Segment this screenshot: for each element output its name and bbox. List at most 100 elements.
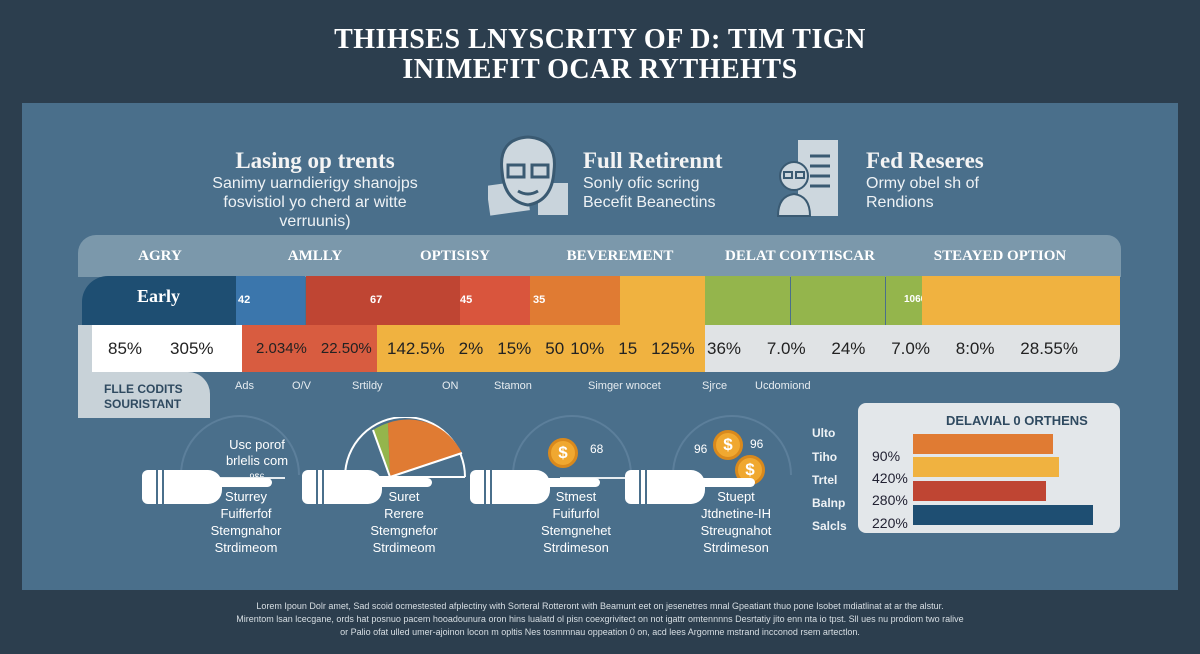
header-item-3: Fed Reseres Ormy obel sh of Rendions	[866, 148, 984, 212]
header-sub: Becefit Beanectins	[583, 194, 716, 211]
pointing-hand-icon	[142, 470, 272, 504]
bar	[913, 457, 1059, 477]
pct-label: 280%	[872, 492, 908, 508]
value-cell: 24%	[831, 338, 866, 358]
sub-label: Stamon	[494, 380, 532, 392]
bar-segment-early: Early	[82, 276, 236, 326]
header-sub: Sanimy uarndierigy shanojps	[212, 175, 418, 192]
header-sub: Ormy obel sh of	[866, 175, 979, 192]
bar-segment: 1066	[886, 276, 926, 326]
y-label: Balnp	[812, 496, 846, 510]
bar-segment: 45	[460, 276, 530, 326]
coin-label: 68	[590, 442, 604, 456]
bar	[913, 481, 1047, 501]
column-header: AGRY	[138, 248, 182, 264]
sub-label: Ads	[235, 380, 254, 392]
y-label: Trtel	[812, 473, 838, 487]
sub-label: O/V	[292, 380, 311, 392]
value-cell: 142.5%	[387, 338, 445, 358]
y-label: Tiho	[812, 450, 838, 464]
header-sub: fosvistiol yo cherd ar witte verruunis)	[223, 194, 407, 230]
bar	[913, 434, 1054, 454]
bar-segment	[620, 276, 705, 326]
value-cell: 85%	[108, 338, 143, 358]
value-cell: 7.0%	[766, 338, 806, 358]
side-label: SOURISTANT	[104, 397, 182, 411]
header-sub: Rendions	[866, 194, 934, 211]
pointing-hand-icon	[625, 470, 755, 504]
column-header: OPTISISY	[419, 248, 491, 264]
y-label: Ulto	[812, 426, 836, 440]
gauge-text: brlelis com	[225, 453, 289, 468]
values-white: 85% 305%	[92, 325, 242, 372]
bar-number: 1066	[904, 294, 927, 305]
bar-number: 45	[460, 294, 473, 306]
header-sub: Sonly ofic scring	[583, 175, 700, 192]
person-document-icon	[776, 140, 838, 218]
gauge-3-text: Stmest Fuifurfol Stemgnehet Strdimeson	[540, 489, 612, 555]
side-label: FLLE CODITS	[104, 382, 183, 396]
column-header: BEVEREMENT	[566, 248, 674, 264]
pct-label: 90%	[872, 448, 901, 464]
value-cell: 50	[545, 338, 565, 358]
gauge-2-text: Suret Rerere Stemgnefor Strdimeom	[370, 489, 438, 555]
column-header: STEAYED OPTION	[933, 248, 1067, 264]
sub-label: Simger wnocet	[588, 380, 661, 392]
bar	[913, 505, 1093, 525]
value-cell: 305%	[170, 338, 214, 358]
table-header-row	[78, 235, 1121, 277]
coin-label: 96	[750, 437, 764, 451]
bar-segment	[922, 276, 1120, 326]
value-cell: 7.0%	[891, 338, 930, 358]
early-label: Early	[137, 286, 180, 306]
value-cell: 22.50%	[320, 340, 372, 357]
y-label: Salcls	[812, 519, 847, 533]
dollar-coin-icon: $	[713, 430, 743, 460]
pct-label: 420%	[872, 470, 908, 486]
bar-segment	[791, 276, 885, 326]
value-cell: 8:0%	[955, 338, 995, 358]
pointing-hand-icon	[470, 470, 600, 504]
sub-label: Ucdomiond	[755, 380, 811, 392]
values-yellow: 142.5% 2% 15% 50 10% 15 125%	[377, 325, 705, 372]
bar-segment	[705, 276, 790, 326]
value-cell: 2%	[458, 338, 484, 358]
bar-segment: 35	[530, 276, 620, 326]
value-cell: 36%	[707, 338, 742, 358]
dollar-coin-icon: $	[548, 438, 578, 468]
gauge-text: Usc porof	[229, 437, 285, 452]
value-cell: 2.034%	[256, 340, 307, 357]
sub-label: Sjrce	[702, 380, 728, 392]
title-line-2: INIMEFIT OCAR RYTHEHTS	[402, 54, 798, 85]
header-title: Lasing op trents	[235, 148, 395, 173]
bar-number: 67	[370, 294, 383, 306]
elderly-person-icon	[486, 131, 570, 217]
title-line-1: THIHSES LNYSCRITY OF D: TIM TIGN	[334, 24, 866, 55]
sub-label: Srtildy	[352, 380, 383, 392]
gauge-4-text: Stuept Jtdnetine-IH Streugnahot Strdimeson	[700, 489, 772, 555]
coin-label: 96	[694, 442, 708, 456]
bar-segment: 42	[236, 276, 305, 326]
value-cell: 15%	[497, 338, 532, 358]
sub-label: ON	[442, 380, 459, 392]
pointing-hand-icon	[302, 470, 432, 504]
value-cell: 10%	[570, 338, 605, 358]
header-title: Fed Reseres	[866, 148, 984, 173]
header-title: Full Retirennt	[583, 148, 723, 173]
value-cell: 15	[618, 338, 638, 358]
value-cell: 125%	[651, 338, 695, 358]
header-item-1: Lasing op trents Sanimy uarndierigy shan…	[190, 148, 440, 231]
values-red: 2.034% 22.50%	[242, 325, 377, 372]
bar-segment: 67	[306, 276, 460, 326]
side-label-box: FLLE CODITS SOURISTANT	[78, 372, 210, 418]
values-gray: 36% 7.0% 24% 7.0% 8:0% 28.55%	[705, 325, 1120, 372]
column-header: AMLLY	[287, 248, 343, 264]
bar-number: 42	[238, 294, 251, 306]
footer-text: Lorem Ipoun Dolr amet, Sad scoid ocmeste…	[236, 601, 964, 637]
bar-chart-title: DELAVIAL 0 ORTHENS	[946, 413, 1088, 428]
bar-number: 35	[533, 294, 546, 306]
column-header: DELAT COIYTISCAR	[725, 248, 875, 264]
value-cell: 28.55%	[1020, 338, 1078, 358]
header-item-2: Full Retirennt Sonly ofic scring Becefit…	[583, 148, 722, 212]
gauge-1-text: Sturrey Fuifferfof Stemgnahor Strdimeom	[210, 489, 282, 555]
